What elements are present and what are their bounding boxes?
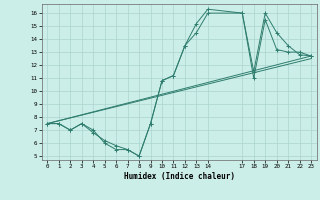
X-axis label: Humidex (Indice chaleur): Humidex (Indice chaleur) — [124, 172, 235, 181]
